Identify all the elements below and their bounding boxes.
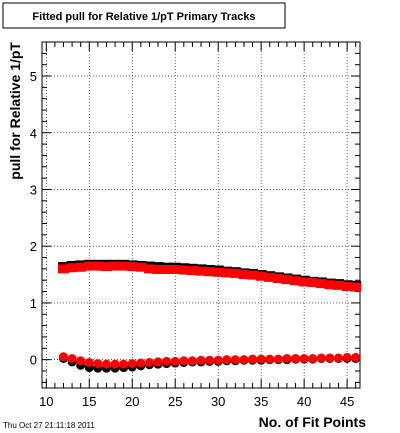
square-marker [57,264,69,274]
chart-title: Fitted pull for Relative 1/pT Primary Tr… [32,11,255,23]
circle-marker [351,352,361,362]
circle-marker [273,354,283,364]
circle-marker [67,354,77,364]
circle-marker [213,355,223,365]
y-tick-label: 2 [30,239,37,254]
x-tick-label: 20 [125,394,139,409]
circle-marker [196,355,206,365]
grid [42,42,360,388]
circle-marker [239,355,249,365]
square-marker [315,279,327,289]
square-marker [126,262,138,272]
square-marker [143,264,155,274]
axis-ticks [42,41,360,388]
y-tick-label: 0 [30,353,37,368]
circle-marker [222,355,232,365]
title-box [2,2,286,29]
circle-marker [299,354,309,364]
x-tick-label: 45 [340,394,354,409]
square-marker [221,268,233,278]
square-marker [247,270,259,280]
circle-marker [316,353,326,363]
circle-marker [144,357,154,367]
circle-marker [136,358,146,368]
square-marker [238,270,250,280]
circle-marker [265,354,275,364]
square-marker [341,281,353,291]
circle-marker [110,359,120,369]
circle-marker [101,359,111,369]
circle-marker [58,352,68,362]
series-3 [58,352,361,369]
square-marker [135,262,147,272]
square-marker [324,280,336,290]
circle-marker [84,357,94,367]
square-marker [109,261,121,271]
square-marker [161,264,173,274]
square-marker [333,280,345,290]
circle-marker [230,355,240,365]
circle-marker [119,359,129,369]
x-tick-label: 40 [297,394,311,409]
circle-marker [93,359,103,369]
circle-marker [282,354,292,364]
y-axis-label: pull for Relative 1/pT [7,42,23,180]
square-marker [152,264,164,274]
square-marker [83,261,95,271]
circle-marker [76,356,86,366]
square-marker [255,271,267,281]
square-marker [169,264,181,274]
y-tick-label: 1 [30,296,37,311]
square-marker [281,275,293,285]
square-marker [118,261,130,271]
circle-marker [256,354,266,364]
circle-marker [248,354,258,364]
x-tick-label: 30 [211,394,225,409]
square-marker [290,276,302,286]
data-points [57,259,362,373]
square-marker [186,266,198,276]
circle-marker [162,356,172,366]
square-marker [272,274,284,284]
y-tick-label: 3 [30,182,37,197]
series-1 [57,261,362,292]
square-marker [100,262,112,272]
circle-marker [291,354,301,364]
square-marker [92,261,104,271]
square-marker [298,277,310,287]
square-marker [195,266,207,276]
circle-marker [334,353,344,363]
square-marker [204,267,216,277]
y-tick-label: 4 [30,126,37,141]
y-tick-label: 5 [30,69,37,84]
circle-marker [308,354,318,364]
square-marker [75,262,87,272]
circle-marker [205,355,215,365]
x-tick-label: 35 [254,394,268,409]
circle-marker [153,357,163,367]
circle-marker [342,352,352,362]
square-marker [264,272,276,282]
circle-marker [179,356,189,366]
x-tick-label: 25 [168,394,182,409]
square-marker [66,263,78,273]
square-marker [178,265,190,275]
circle-marker [187,356,197,366]
square-marker [212,267,224,277]
circle-marker [170,356,180,366]
x-tick-label: 10 [39,394,53,409]
x-axis-label: No. of Fit Points [259,414,367,430]
square-marker [307,277,319,287]
plot-frame [41,41,361,389]
circle-marker [127,359,137,369]
circle-marker [325,353,335,363]
timestamp: Thu Oct 27 21:11:18 2011 [3,421,95,430]
square-marker [229,268,241,278]
x-tick-label: 15 [82,394,96,409]
square-marker [350,282,362,292]
